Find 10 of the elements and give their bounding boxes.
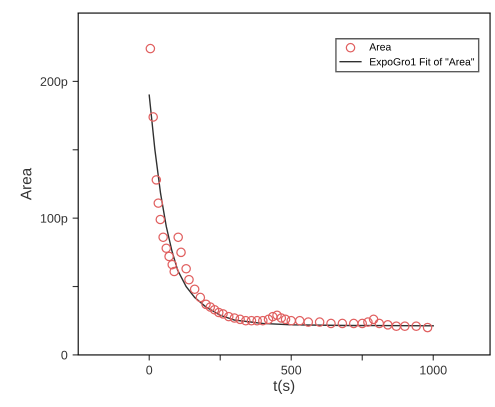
y-tick-label: 200p	[40, 77, 68, 89]
x-axis-title: t(s)	[273, 380, 294, 394]
x-tick-label: 1000	[420, 366, 447, 374]
y-axis-title: Area	[20, 168, 32, 200]
legend-label: Area	[369, 43, 392, 51]
y-tick-label: 100p	[40, 214, 68, 226]
y-tick-label: 0	[61, 350, 68, 360]
x-tick-label: 0	[146, 366, 152, 374]
legend-label: ExpoGro1 Fit of "Area"	[370, 58, 474, 68]
x-tick-label: 500	[281, 366, 302, 374]
